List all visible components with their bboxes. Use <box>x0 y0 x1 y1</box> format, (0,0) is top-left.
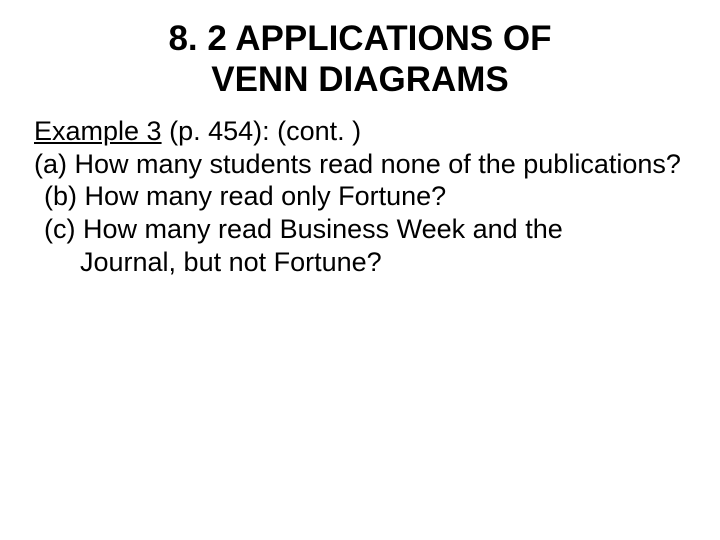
question-a: (a) How many students read none of the p… <box>34 148 686 181</box>
slide-body: Example 3 (p. 454): (cont. ) (a) How man… <box>34 115 686 280</box>
slide-title: 8. 2 APPLICATIONS OF VENN DIAGRAMS <box>34 18 686 101</box>
question-b: (b) How many read only Fortune? <box>34 180 686 213</box>
question-c-line1: (c) How many read Business Week and the <box>34 213 686 246</box>
title-line-1: 8. 2 APPLICATIONS OF <box>168 19 551 58</box>
example-reference: Example 3 (p. 454): (cont. ) <box>34 115 686 148</box>
slide: 8. 2 APPLICATIONS OF VENN DIAGRAMS Examp… <box>0 0 720 540</box>
question-c-line2: Journal, but not Fortune? <box>34 246 686 279</box>
title-line-2: VENN DIAGRAMS <box>211 60 509 99</box>
example-label: Example 3 <box>34 116 162 146</box>
example-ref: (p. 454): (cont. ) <box>162 116 362 146</box>
